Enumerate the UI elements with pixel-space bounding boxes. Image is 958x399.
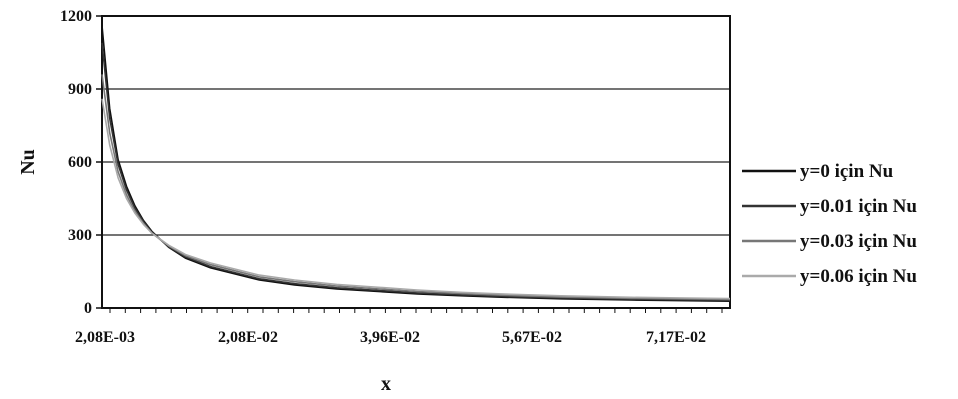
y-axis-ticks: 0 300 600 900 1200 <box>60 8 102 317</box>
legend-label-1: y=0.01 için Nu <box>800 196 917 217</box>
series-line-3 <box>101 98 731 300</box>
y-tick-label: 300 <box>68 227 92 244</box>
series-lines <box>101 25 731 302</box>
y-tick-label: 0 <box>84 300 92 317</box>
x-axis-title: x <box>381 373 391 395</box>
x-tick-label: 5,67E-02 <box>502 329 562 346</box>
y-tick-label: 900 <box>68 81 92 98</box>
gridlines <box>102 88 730 236</box>
legend-label-0: y=0 için Nu <box>800 161 894 182</box>
x-tick-label: 2,08E-03 <box>75 329 135 346</box>
y-tick-label: 1200 <box>60 8 92 25</box>
x-tick-label: 7,17E-02 <box>646 329 706 346</box>
x-tick-label: 2,08E-02 <box>218 329 278 346</box>
y-axis-title: Nu <box>17 149 39 175</box>
series-line-1 <box>101 42 731 302</box>
series-line-2 <box>101 74 731 301</box>
x-tick-label: 3,96E-02 <box>360 329 420 346</box>
legend-label-3: y=0.06 için Nu <box>800 266 917 287</box>
y-tick-label: 600 <box>68 154 92 171</box>
legend: y=0 için Nu y=0.01 için Nu y=0.03 için Nu y… <box>742 161 917 287</box>
x-axis-ticks: 2,08E-03 2,08E-02 3,96E-02 5,67E-02 7,17E-02 <box>75 308 723 346</box>
legend-label-2: y=0.03 için Nu <box>800 231 917 252</box>
